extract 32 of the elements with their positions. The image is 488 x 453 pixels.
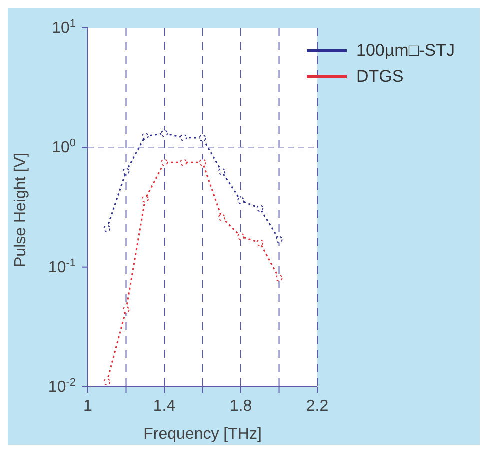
point	[142, 196, 149, 203]
point	[180, 134, 188, 142]
point	[199, 134, 206, 142]
x-tick-label: 1.8	[230, 398, 252, 415]
legend-label: 100µm□-STJ	[356, 40, 455, 62]
point	[180, 159, 188, 166]
y-tick-label: 10$^{-2}$	[48, 377, 76, 396]
point	[161, 130, 168, 138]
point	[218, 214, 226, 222]
point	[256, 239, 264, 246]
y-axis-title: Pulse Height [V]	[12, 152, 30, 268]
x-axis-title: Frequency [THz]	[144, 426, 262, 443]
x-tick-label: 1.4	[153, 398, 176, 415]
y-tick-label: 10$^{1}$	[52, 18, 76, 37]
point	[199, 159, 206, 166]
point	[104, 378, 111, 386]
point	[218, 168, 226, 176]
point	[142, 132, 149, 140]
x-tick-label: 2.2	[306, 398, 329, 415]
point	[104, 225, 111, 232]
legend-label: DTGS	[356, 66, 404, 88]
y-tick-label: 10$^{0}$	[52, 138, 76, 157]
point	[256, 205, 264, 212]
point	[238, 197, 245, 204]
point	[122, 168, 130, 176]
point	[276, 236, 283, 244]
y-tick-label: 10$^{-1}$	[48, 257, 76, 276]
point	[161, 159, 168, 166]
point	[122, 306, 130, 314]
point	[238, 233, 245, 240]
point	[276, 274, 283, 282]
x-tick-label: 1	[84, 398, 93, 415]
